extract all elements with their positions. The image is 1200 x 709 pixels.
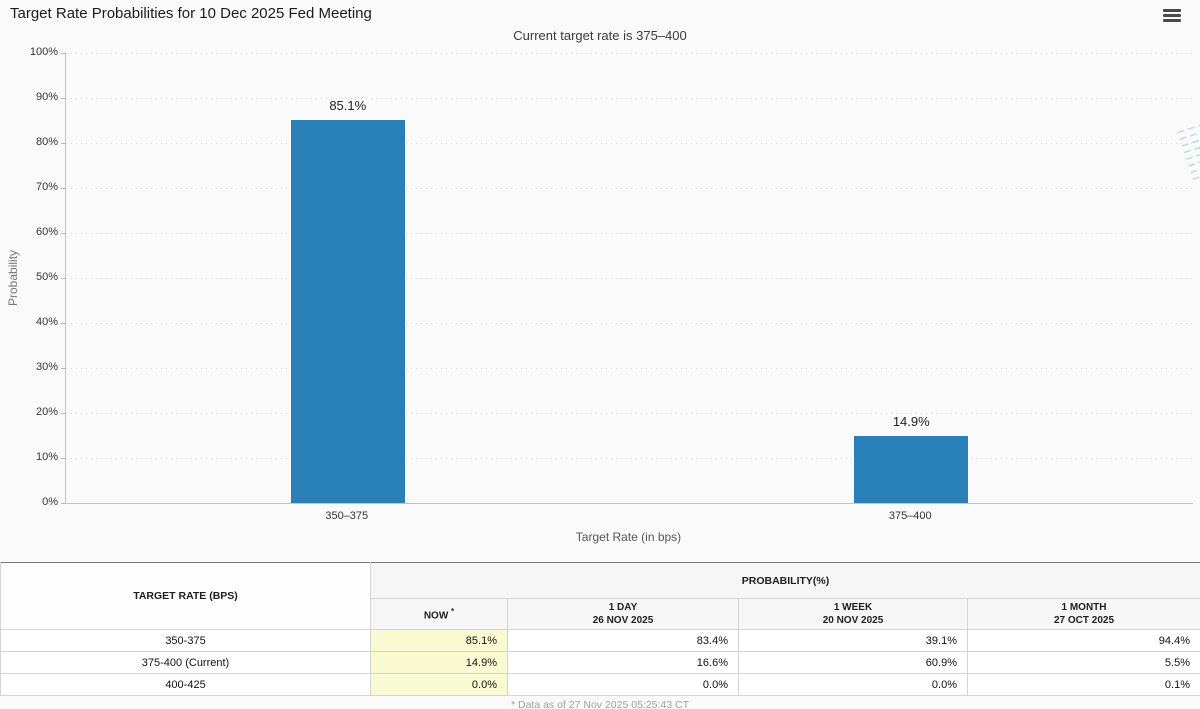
cell-rate: 375-400 (Current)	[0, 651, 371, 674]
gridline	[66, 458, 1193, 459]
table-row: 375-400 (Current) 14.9% 16.6% 60.9% 5.5%	[0, 651, 1200, 674]
y-tick-label: 10%	[35, 451, 58, 463]
y-tick-mark	[61, 53, 66, 54]
y-tick-label: 20%	[35, 406, 58, 418]
column-header-1month: 1 MONTH 27 OCT 2025	[967, 598, 1200, 630]
cell-now: 0.0%	[370, 673, 508, 696]
plot-area: Q 85.1% 14.9%	[61, 53, 1200, 504]
cell-1month: 5.5%	[967, 651, 1200, 674]
gridline	[66, 143, 1193, 144]
menu-icon[interactable]	[1163, 9, 1183, 25]
y-tick-label: 70%	[35, 181, 58, 193]
probability-bar	[290, 120, 405, 503]
page-title: Target Rate Probabilities for 10 Dec 202…	[10, 5, 372, 22]
bar-value-label: 14.9%	[892, 413, 930, 429]
quikstrike-watermark: Q	[1177, 109, 1200, 189]
probability-table: TARGET RATE (BPS) PROBABILITY(%) NOW * 1…	[0, 562, 1200, 696]
current-target-rate-subtitle: Current target rate is 375–400	[513, 28, 687, 43]
1day-label: 1 DAY	[608, 602, 638, 613]
x-category-label: 375–400	[888, 510, 932, 522]
cell-1week: 0.0%	[738, 673, 968, 696]
1week-label: 1 WEEK	[833, 602, 873, 613]
1month-label: 1 MONTH	[1061, 602, 1107, 613]
y-tick-mark	[61, 278, 66, 279]
table-row: 400-425 0.0% 0.0% 0.0% 0.1%	[0, 673, 1200, 696]
x-category-label: 350–375	[325, 510, 369, 522]
gridline	[66, 368, 1193, 369]
y-tick-label: 40%	[35, 316, 58, 328]
column-header-1week: 1 WEEK 20 NOV 2025	[738, 598, 968, 630]
y-tick-mark	[61, 368, 66, 369]
column-header-now: NOW *	[370, 598, 508, 630]
target-rate-column-header: TARGET RATE (BPS)	[0, 562, 371, 630]
gridline	[66, 323, 1193, 324]
cell-1week: 60.9%	[738, 651, 968, 674]
menu-icon-bar	[1163, 19, 1181, 22]
y-tick-mark	[61, 143, 66, 144]
now-label: NOW	[423, 610, 449, 622]
y-tick-label: 50%	[35, 271, 58, 283]
x-axis-title: Target Rate (in bps)	[575, 530, 682, 544]
y-tick-label: 60%	[35, 226, 58, 238]
data-asof-footnote: * Data as of 27 Nov 2025 05:25:43 CT	[510, 699, 690, 709]
cell-1month: 0.1%	[967, 673, 1200, 696]
probability-group-header: PROBABILITY(%)	[370, 562, 1200, 599]
watermark-hash-lines	[1177, 116, 1200, 182]
probability-bar	[854, 435, 969, 503]
gridline	[66, 233, 1193, 234]
cell-rate: 350-375	[0, 629, 371, 652]
y-tick-mark	[61, 98, 66, 99]
gridline	[66, 53, 1193, 54]
gridline	[66, 278, 1193, 279]
menu-icon-bar	[1163, 14, 1181, 17]
cell-now: 14.9%	[370, 651, 508, 674]
y-tick-label: 30%	[35, 361, 58, 373]
y-tick-label: 80%	[35, 136, 58, 148]
cell-1day: 0.0%	[507, 673, 739, 696]
probability-table-section: TARGET RATE (BPS) PROBABILITY(%) NOW * 1…	[0, 562, 1200, 709]
gridline	[66, 98, 1193, 99]
y-tick-mark	[61, 503, 66, 504]
gridline	[66, 413, 1193, 414]
probability-bar-chart: Probability Q 85.1%14.9% Target Rate (in…	[6, 46, 1200, 544]
1month-date: 27 OCT 2025	[1053, 615, 1115, 626]
1week-date: 20 NOV 2025	[822, 615, 884, 626]
y-tick-mark	[61, 233, 66, 234]
y-tick-mark	[61, 458, 66, 459]
gridline	[66, 188, 1193, 189]
y-tick-mark	[61, 323, 66, 324]
cell-1month: 94.4%	[967, 629, 1200, 652]
column-header-1day: 1 DAY 26 NOV 2025	[507, 598, 739, 630]
menu-icon-bar	[1163, 9, 1181, 12]
y-tick-mark	[61, 413, 66, 414]
cell-rate: 400-425	[0, 673, 371, 696]
cell-now: 85.1%	[370, 629, 508, 652]
now-asterisk: *	[451, 607, 455, 617]
y-tick-label: 0%	[42, 496, 58, 508]
cell-1week: 39.1%	[738, 629, 968, 652]
cell-1day: 83.4%	[507, 629, 739, 652]
table-row: 350-375 85.1% 83.4% 39.1% 94.4%	[0, 629, 1200, 652]
y-tick-mark	[61, 188, 66, 189]
1day-date: 26 NOV 2025	[592, 615, 654, 626]
y-tick-label: 100%	[29, 46, 58, 58]
y-tick-label: 90%	[35, 91, 58, 103]
cell-1day: 16.6%	[507, 651, 739, 674]
bar-value-label: 85.1%	[329, 98, 367, 114]
